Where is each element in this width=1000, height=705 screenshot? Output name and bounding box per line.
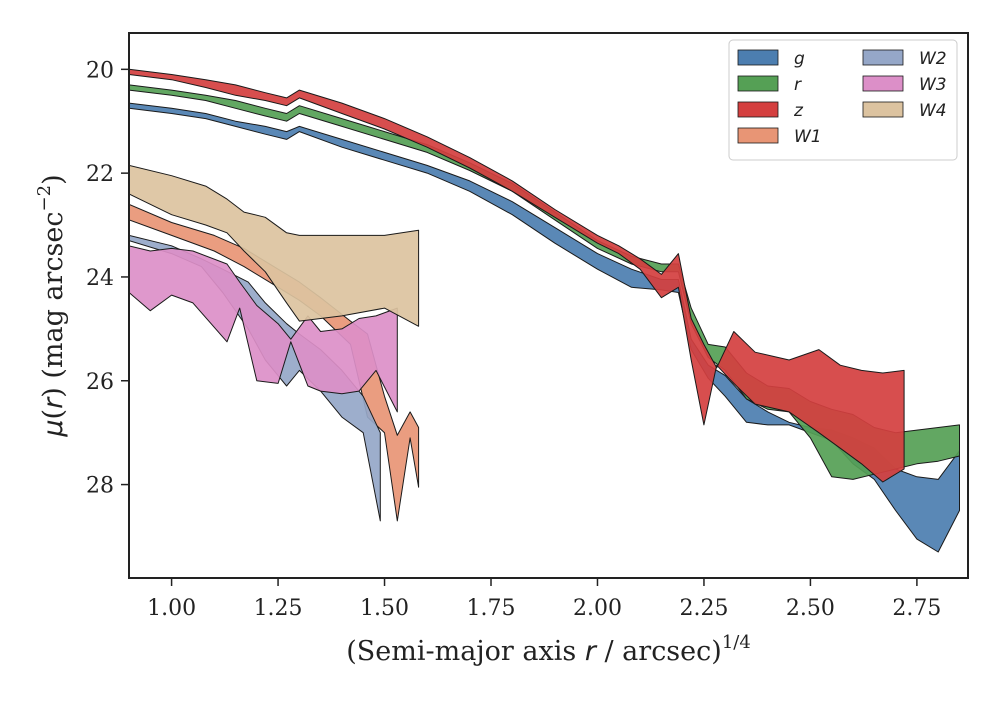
plot-area: [129, 68, 960, 553]
plot-frame: [128, 32, 969, 579]
x-tick-label-5: 2.25: [679, 596, 728, 621]
legend-label-r: r: [794, 75, 802, 95]
legend-label-W2: W2: [919, 49, 947, 69]
band-W3: [129, 245, 398, 413]
x-axis-title-var: r: [585, 636, 598, 667]
x-axis-title-prefix: (Semi-major axis: [346, 636, 585, 667]
band-W4: [129, 164, 420, 327]
y-axis-title-mid: ) (mag arcsec: [38, 211, 69, 397]
band-z: [129, 68, 905, 483]
x-tick-label-3: 1.75: [467, 596, 516, 621]
x-tick-label-2: 1.50: [360, 596, 409, 621]
x-tick-label-7: 2.75: [892, 596, 941, 621]
legend-swatch-W2: [862, 49, 904, 66]
legend: grz W1 W2 W3 W4: [728, 39, 958, 161]
legend-swatch-r: [737, 75, 779, 92]
legend-swatch-W3: [862, 75, 904, 92]
y-tick-label-2: 24: [86, 266, 114, 291]
y-tick-label-0: 20: [86, 58, 114, 83]
x-tick-label-4: 2.00: [573, 596, 622, 621]
x-axis-title-mid: / arcsec): [596, 636, 722, 667]
legend-swatch-g: [737, 49, 779, 66]
x-tick-label-6: 2.50: [786, 596, 835, 621]
legend-label-W1: W1: [794, 127, 822, 147]
legend-swatch-W4: [862, 101, 904, 118]
x-tick-label-1: 1.25: [254, 596, 303, 621]
legend-swatch-W1: [737, 127, 779, 144]
x-tick-label-0: 1.00: [147, 596, 196, 621]
x-axis-title-sup: 1/4: [722, 632, 751, 653]
legend-label-g: g: [794, 49, 805, 69]
legend-label-W4: W4: [919, 101, 947, 121]
y-tick-label-4: 28: [86, 474, 114, 499]
y-axis-title-var: r: [38, 396, 69, 409]
y-tick-label-3: 26: [86, 370, 114, 395]
legend-box: [728, 39, 958, 161]
axes: 1.00 1.25 1.50 1.75 2.00 2.25 2.50 2.75 20 22 24 26…: [34, 32, 969, 667]
legend-label-W3: W3: [919, 75, 947, 95]
band-g: [129, 102, 960, 553]
y-axis-title-end: ): [38, 174, 69, 185]
y-tick-label-1: 22: [86, 162, 114, 187]
y-axis-title-open: (: [38, 409, 69, 420]
x-axis-title: (Semi-major axis r / arcsec)1/4: [346, 632, 751, 667]
legend-label-z: z: [793, 101, 804, 121]
legend-swatch-z: [737, 101, 779, 118]
y-axis-title: μ(r) (mag arcsec−2): [34, 174, 69, 437]
y-axis-title-sup: −2: [34, 185, 55, 212]
y-axis-title-mu: μ: [38, 419, 69, 437]
